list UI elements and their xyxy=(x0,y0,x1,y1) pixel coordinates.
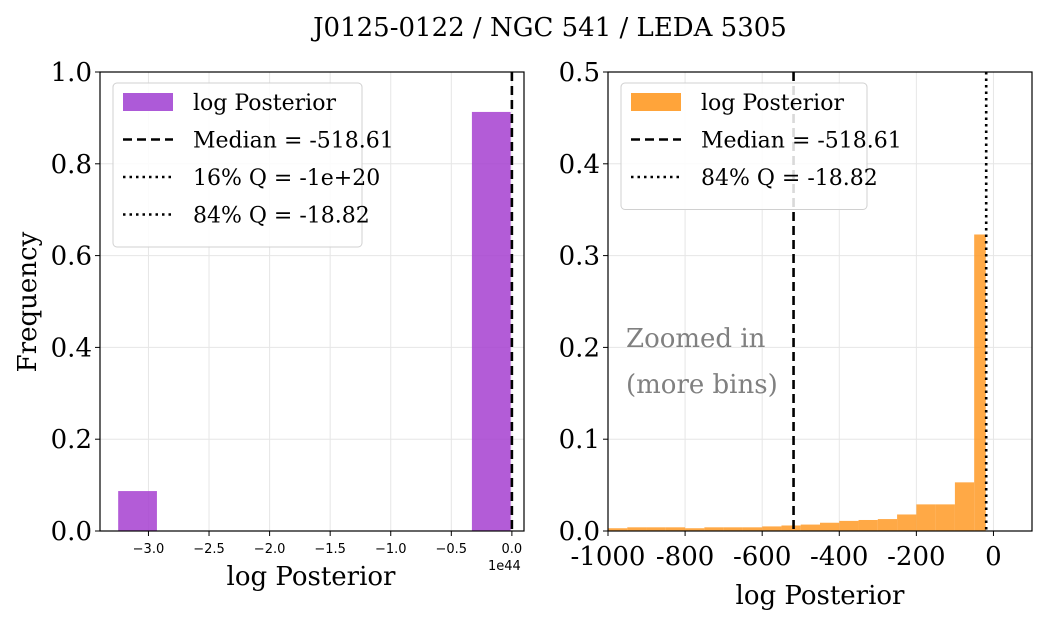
right-x-tick-label: -1000 xyxy=(571,542,646,572)
left-x-ticks: −3.0 −2.5 −2.0 −1.5 −1.0 −0.5 0.0 xyxy=(133,531,523,557)
right-x-tick-label: 0 xyxy=(985,542,1002,572)
left-y-tick-label: 0.4 xyxy=(51,333,92,363)
right-y-tick-label: 0.2 xyxy=(559,333,600,363)
left-y-tick-label: 0.0 xyxy=(51,517,92,547)
right-legend-label: 84% Q = -18.82 xyxy=(701,166,878,191)
right-histogram-bar xyxy=(974,234,986,531)
right-x-axis-label: log Posterior xyxy=(736,581,906,611)
right-x-tick-label: -400 xyxy=(810,542,868,572)
left-x-tick-label: −3.0 xyxy=(133,542,165,557)
right-legend-patch xyxy=(631,93,681,111)
right-y-ticks: 0.0 0.1 0.2 0.3 0.4 0.5 xyxy=(559,58,608,547)
left-x-tick-label: 0.0 xyxy=(502,542,523,557)
left-y-tick-label: 0.2 xyxy=(51,425,92,455)
left-histogram-bar xyxy=(118,491,157,531)
right-legend-label: Median = -518.61 xyxy=(701,129,902,154)
right-x-tick-label: -800 xyxy=(656,542,714,572)
right-histogram-bar xyxy=(608,528,628,531)
left-y-tick-label: 1.0 xyxy=(51,58,92,88)
right-x-tick-label: -600 xyxy=(733,542,791,572)
right-histogram-bar xyxy=(839,520,859,531)
right-histogram-bar xyxy=(954,482,975,531)
left-legend-label: Median = -518.61 xyxy=(193,129,394,154)
left-x-axis-label: log Posterior xyxy=(227,562,397,592)
figure-title: J0125-0122 / NGC 541 / LEDA 5305 xyxy=(310,13,787,43)
right-histogram-bar xyxy=(665,527,686,531)
right-histogram-bar xyxy=(935,504,955,531)
right-x-tick-label: -200 xyxy=(887,542,945,572)
left-y-tick-label: 0.6 xyxy=(51,242,92,272)
right-histogram-bar xyxy=(685,528,705,531)
left-y-tick-label: 0.8 xyxy=(51,150,92,180)
right-histogram-bar xyxy=(897,514,917,531)
left-legend-label: 16% Q = -1e+20 xyxy=(193,166,380,191)
right-histogram-bar xyxy=(627,527,647,531)
right-histogram-bar xyxy=(877,519,898,531)
right-y-tick-label: 0.3 xyxy=(559,242,600,272)
right-histogram-bar xyxy=(646,527,666,531)
left-bars xyxy=(118,111,511,532)
right-y-tick-label: 0.5 xyxy=(559,58,600,88)
right-histogram-bar xyxy=(800,524,820,531)
left-legend-box xyxy=(112,82,363,248)
left-x-tick-label: −0.5 xyxy=(436,542,468,557)
right-histogram-bar xyxy=(916,504,936,531)
right-annotation-line-1: Zoomed in xyxy=(626,324,766,354)
right-axes-frame xyxy=(607,71,1033,532)
left-x-tick-label: −2.5 xyxy=(193,542,225,557)
left-panel: −3.0 −2.5 −2.0 −1.5 −1.0 −0.5 0.0 0.0 0.2 0.4 0.6… xyxy=(13,58,525,592)
left-legend: log Posterior Median = -518.61 16% Q = -1e… xyxy=(112,82,394,248)
right-histogram-bar xyxy=(723,527,743,531)
right-histogram-bar xyxy=(820,522,840,531)
right-x-ticks: -1000 -800 -600 -400 -200 0 xyxy=(571,531,1002,572)
left-histogram-bar xyxy=(471,111,511,532)
right-histogram-bar xyxy=(781,525,801,531)
left-axes-frame xyxy=(99,71,525,532)
left-legend-patch xyxy=(123,93,173,111)
right-histogram-bar xyxy=(858,519,878,531)
right-y-tick-label: 0.1 xyxy=(559,425,600,455)
right-legend: log Posterior Median = -518.61 84% Q = -18… xyxy=(620,82,902,210)
right-legend-box xyxy=(620,82,868,210)
left-y-ticks: 0.0 0.2 0.4 0.6 0.8 1.0 xyxy=(51,58,100,547)
left-x-tick-label: −1.0 xyxy=(375,542,407,557)
right-histogram-bar xyxy=(704,527,724,531)
right-annotation-line-2: (more bins) xyxy=(626,370,778,400)
right-bars xyxy=(608,234,986,531)
left-legend-label: log Posterior xyxy=(193,91,336,116)
left-legend-label: 84% Q = -18.82 xyxy=(193,204,370,229)
left-x-tick-label: −1.5 xyxy=(314,542,346,557)
right-histogram-bar xyxy=(742,527,763,531)
left-y-axis-label: Frequency xyxy=(13,231,43,372)
left-x-tick-label: −2.0 xyxy=(254,542,286,557)
right-legend-label: log Posterior xyxy=(701,91,844,116)
right-y-tick-label: 0.4 xyxy=(559,150,600,180)
left-x-offset-label: 1e44 xyxy=(488,559,521,574)
right-y-tick-label: 0.0 xyxy=(559,517,600,547)
right-histogram-bar xyxy=(762,526,782,531)
right-panel: -1000 -800 -600 -400 -200 0 0.00.10.20.30.40.… xyxy=(559,58,1033,611)
